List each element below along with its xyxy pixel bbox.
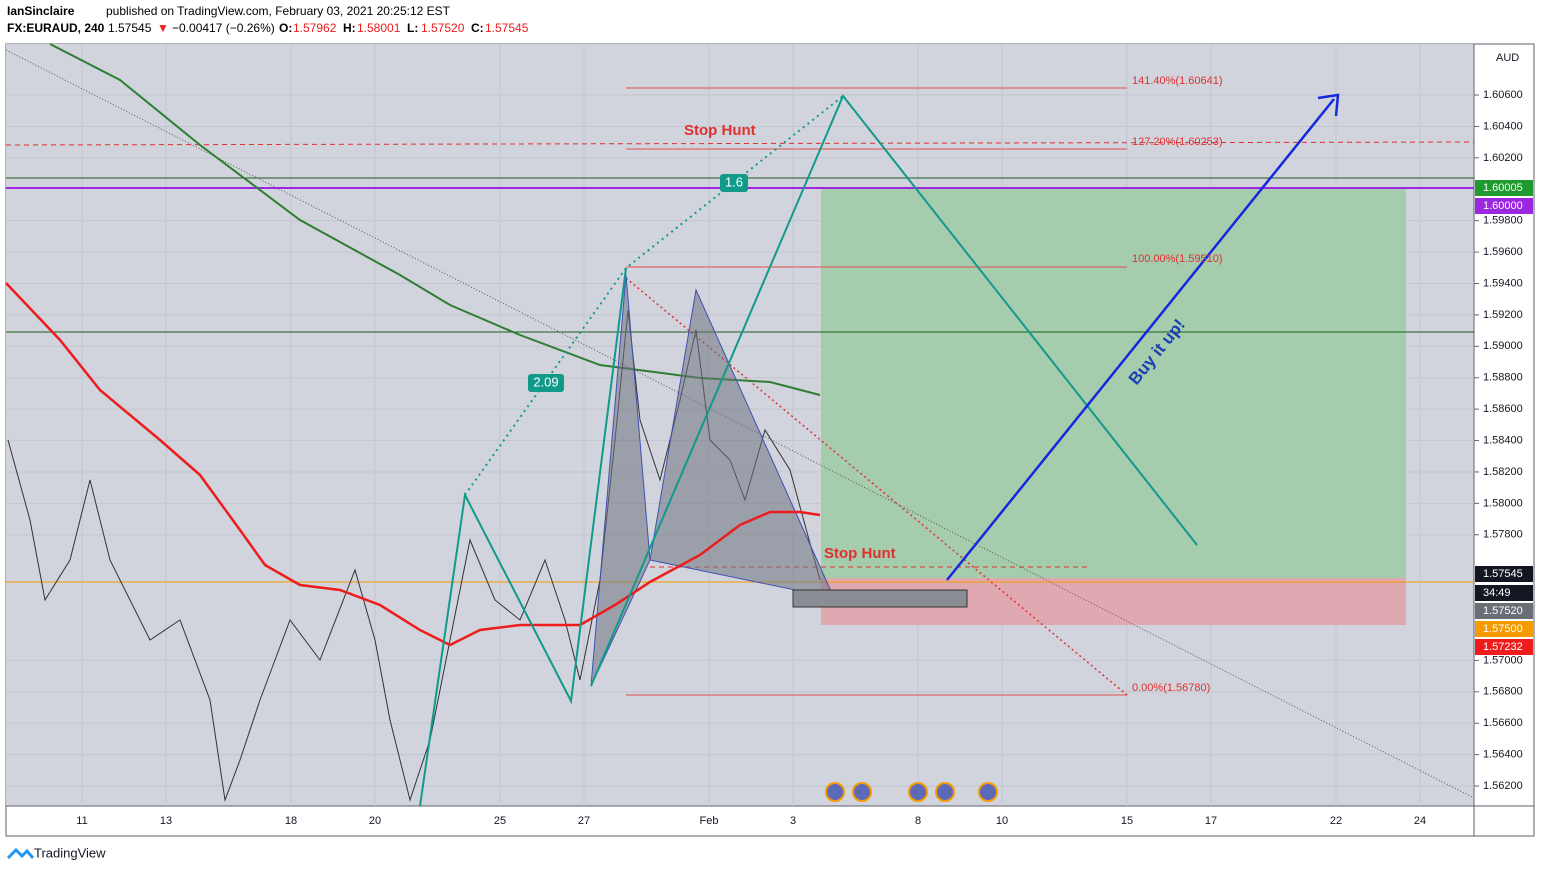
- annotation: Stop Hunt: [824, 545, 896, 562]
- arrow-line: [946, 98, 1335, 581]
- x-tick-label: 8: [915, 815, 921, 827]
- ohlc-key: C:: [471, 21, 484, 35]
- ohlc-key: O:: [279, 21, 292, 35]
- badge: [528, 374, 564, 392]
- price-tag: [1475, 566, 1533, 582]
- fib-label: 100.00%(1.59510): [1132, 253, 1223, 265]
- currency: AUD: [1496, 52, 1519, 64]
- x-tick-label: 22: [1330, 815, 1342, 827]
- y-tick-label: 1.60600: [1483, 89, 1523, 101]
- y-tick-label: 1.58800: [1483, 372, 1523, 384]
- pattern-dotted: [464, 95, 844, 496]
- y-tick-label: 1.59600: [1483, 246, 1523, 258]
- fib-label: 141.40%(1.60641): [1132, 75, 1223, 87]
- price-tags: 1.60005 1.60000 1.57545 34:49 1.57520 1.57500…: [1475, 180, 1533, 655]
- harmonic-shade: [649, 288, 835, 599]
- y-tick-label: 1.58000: [1483, 497, 1523, 509]
- y-tick-label: 1.60200: [1483, 152, 1523, 164]
- entry-box: [792, 589, 968, 608]
- change: −0.00417 (−0.26%): [172, 21, 275, 35]
- symbol: FX:EURAUD, 240: [7, 21, 105, 35]
- y-tick-label: 1.59400: [1483, 277, 1523, 289]
- y-tick-label: 1.58600: [1483, 403, 1523, 415]
- annotation: Stop Hunt: [684, 122, 756, 139]
- ma-fast: [5, 282, 821, 647]
- y-tick-label: 1.56400: [1483, 749, 1523, 761]
- x-tick-label: 20: [369, 815, 381, 827]
- x-tick-label: 3: [790, 815, 796, 827]
- published: published on TradingView.com, February 0…: [106, 4, 451, 18]
- y-tick-label: 1.59000: [1483, 340, 1523, 352]
- y-tick-label: 1.60400: [1483, 120, 1523, 132]
- x-tick-label: 15: [1121, 815, 1133, 827]
- x-tick-label: Feb: [700, 815, 719, 827]
- fib-label: 127.20%(1.60253): [1132, 136, 1223, 148]
- ohlc-value: 1.58001: [357, 21, 401, 35]
- pattern-line: [419, 267, 627, 807]
- badge: [720, 174, 748, 192]
- price-tag-label: 1.60000: [1483, 200, 1523, 212]
- x-tick-label: 18: [285, 815, 297, 827]
- author: IanSinclaire: [7, 4, 75, 18]
- y-tick-label: 1.56800: [1483, 686, 1523, 698]
- fib-diagonal: [625, 277, 1128, 696]
- y-tick-label: 1.59200: [1483, 309, 1523, 321]
- price-tag-label: 34:49: [1483, 587, 1511, 599]
- price-tag-label: 1.57520: [1483, 605, 1523, 617]
- profit-zone: [821, 188, 1406, 578]
- x-tick-label: 13: [160, 815, 172, 827]
- price-tag: [1475, 585, 1533, 601]
- x-tick-label: 10: [996, 815, 1008, 827]
- price-tag: [1475, 180, 1533, 196]
- logo: [6, 847, 35, 860]
- y-tick-label: 1.59800: [1483, 215, 1523, 227]
- price-tag-label: 1.57500: [1483, 623, 1523, 635]
- x-tick-label: 27: [578, 815, 590, 827]
- x-tick-label: 25: [494, 815, 506, 827]
- y-tick-label: 1.58200: [1483, 466, 1523, 478]
- badge-text: 1.6: [725, 174, 743, 189]
- price-tag: [1475, 621, 1533, 637]
- ohlc-value: 1.57545: [485, 21, 529, 35]
- x-tick-label: 17: [1205, 815, 1217, 827]
- price-tag: [1475, 639, 1533, 655]
- ohlc: O: 1.57962 H: 1.58001 L: 1.57520 C: 1.57545: [279, 21, 529, 35]
- price-tag-label: 1.57545: [1483, 568, 1523, 580]
- ohlc-value: 1.57520: [421, 21, 465, 35]
- event-icons: [825, 782, 998, 802]
- y-tick-label: 1.58400: [1483, 434, 1523, 446]
- price-tag: [1475, 603, 1533, 619]
- last-price: 1.57545: [108, 21, 152, 35]
- y-tick-label: 1.57000: [1483, 654, 1523, 666]
- level-line: [5, 141, 1475, 146]
- ohlc-value: 1.57962: [293, 21, 337, 35]
- change-arrow: ▼: [157, 21, 169, 35]
- y-tick-label: 1.57800: [1483, 529, 1523, 541]
- pattern-line: [590, 94, 1198, 687]
- arrow-head: [1317, 93, 1340, 117]
- ohlc-key: L:: [407, 21, 418, 35]
- y-tick-label: 1.56200: [1483, 780, 1523, 792]
- fib-lines: [626, 87, 1127, 696]
- price-tag: [1475, 198, 1533, 214]
- time-axis: 11 13 18 20 25 27 Feb 3 8 10 15 17 22 24: [76, 44, 1426, 827]
- price-tag-label: 1.57232: [1483, 641, 1523, 653]
- badge-text: 2.09: [533, 374, 558, 389]
- x-tick-label: 24: [1414, 815, 1426, 827]
- x-tick-label: 11: [76, 815, 87, 827]
- fib-label: 0.00%(1.56780): [1132, 682, 1210, 694]
- price-tag-label: 1.60005: [1483, 182, 1523, 194]
- y-tick-label: 1.56600: [1483, 717, 1523, 729]
- ohlc-key: H:: [343, 21, 356, 35]
- footer: TradingView: [34, 845, 106, 860]
